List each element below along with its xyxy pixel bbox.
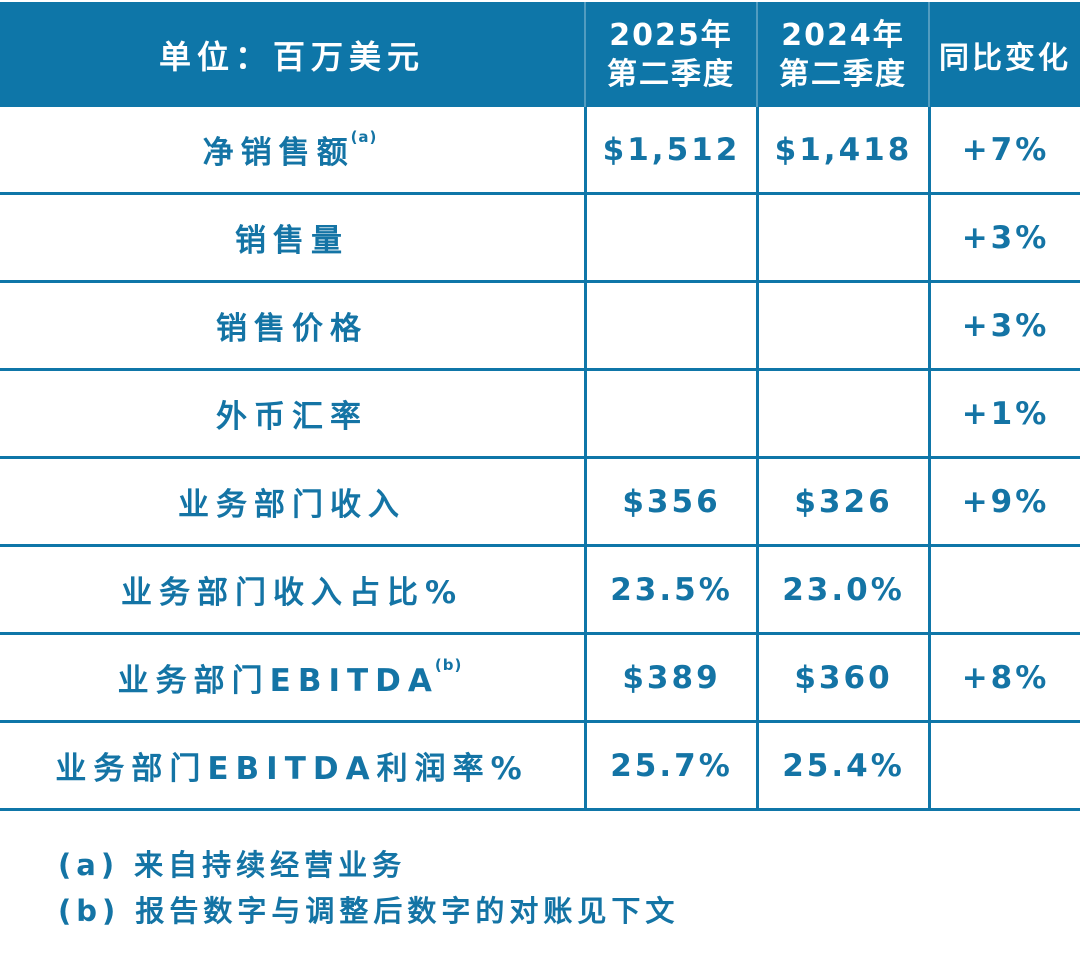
yoy-change-cell: +3%	[928, 283, 1080, 368]
footnotes: (a) 来自持续经营业务 (b) 报告数字与调整后数字的对账见下文	[58, 842, 1080, 934]
value-cell-q2-2025	[584, 195, 756, 280]
header-yoy-label: 同比变化	[928, 2, 1080, 107]
yoy-change-cell	[928, 723, 1080, 808]
row-label: 销售价格	[216, 311, 368, 347]
value-cell-q2-2024	[756, 283, 928, 368]
yoy-change-cell: +3%	[928, 195, 1080, 280]
table-header-row: 单位：百万美元 2025年 第二季度 2024年 第二季度 同比变化	[0, 2, 1080, 107]
yoy-change-cell: +7%	[928, 107, 1080, 192]
value-cell-q2-2024	[756, 371, 928, 456]
table-row: 业务部门收入占比% 23.5% 23.0%	[0, 547, 1080, 635]
row-label-cell: 业务部门收入占比%	[0, 547, 584, 632]
table-body: 净销售额 (a) $1,512 $1,418 +7% 销售量 +3% 销售价格 +3% 外币汇率 +…	[0, 107, 1080, 811]
table-row: 净销售额 (a) $1,512 $1,418 +7%	[0, 107, 1080, 195]
value-cell-q2-2024: $360	[756, 635, 928, 720]
row-label: 业务部门EBITDA	[117, 663, 439, 699]
table-row: 销售价格 +3%	[0, 283, 1080, 371]
value-cell-q2-2025	[584, 371, 756, 456]
row-label-cell: 销售量	[0, 195, 584, 280]
row-label: 业务部门收入占比%	[120, 575, 464, 611]
financial-summary-table: 单位：百万美元 2025年 第二季度 2024年 第二季度 同比变化 净销售额(…	[0, 2, 1080, 934]
header-unit-label: 单位：百万美元	[158, 37, 425, 76]
table-row: 销售量 +3%	[0, 195, 1080, 283]
value-cell-q2-2024: 23.0%	[756, 547, 928, 632]
yoy-change-cell: +1%	[928, 371, 1080, 456]
value-cell-q2-2025	[584, 283, 756, 368]
table-row: 业务部门EBITDA利润率% 25.7% 25.4%	[0, 723, 1080, 811]
header-q2-2024: 2024年 第二季度	[756, 2, 928, 107]
header-q2-2024-quarter: 第二季度	[779, 56, 907, 92]
footnote-marker: (b)	[434, 655, 463, 674]
value-cell-q2-2024	[756, 195, 928, 280]
row-label-cell: 净销售额 (a)	[0, 107, 584, 192]
value-cell-q2-2025: 23.5%	[584, 547, 756, 632]
footnote-marker: (a)	[350, 127, 378, 146]
table-row: 外币汇率 +1%	[0, 371, 1080, 459]
row-label: 业务部门EBITDA利润率%	[55, 751, 529, 787]
value-cell-q2-2025: $356	[584, 459, 756, 544]
row-label-cell: 业务部门EBITDA利润率%	[0, 723, 584, 808]
header-q2-2025-quarter: 第二季度	[607, 56, 735, 92]
yoy-change-cell: +9%	[928, 459, 1080, 544]
footnote-line: (a) 来自持续经营业务	[58, 848, 407, 882]
row-label: 销售量	[235, 223, 349, 259]
header-q2-2025-year: 2025年	[609, 17, 733, 53]
footnote-line: (b) 报告数字与调整后数字的对账见下文	[58, 894, 680, 928]
row-label-cell: 外币汇率	[0, 371, 584, 456]
value-cell-q2-2024: $326	[756, 459, 928, 544]
row-label: 外币汇率	[216, 399, 368, 435]
value-cell-q2-2025: 25.7%	[584, 723, 756, 808]
row-label: 业务部门收入	[178, 487, 406, 523]
header-q2-2025: 2025年 第二季度	[584, 2, 756, 107]
value-cell-q2-2024: 25.4%	[756, 723, 928, 808]
table-row: 业务部门收入 $356 $326 +9%	[0, 459, 1080, 547]
row-label-cell: 销售价格	[0, 283, 584, 368]
row-label: 净销售额	[202, 135, 355, 171]
value-cell-q2-2025: $1,512	[584, 107, 756, 192]
yoy-change-cell: +8%	[928, 635, 1080, 720]
row-label-cell: 业务部门收入	[0, 459, 584, 544]
header-q2-2024-year: 2024年	[781, 17, 905, 53]
yoy-change-cell	[928, 547, 1080, 632]
row-label-cell: 业务部门EBITDA (b)	[0, 635, 584, 720]
value-cell-q2-2025: $389	[584, 635, 756, 720]
table-row: 业务部门EBITDA (b) $389 $360 +8%	[0, 635, 1080, 723]
value-cell-q2-2024: $1,418	[756, 107, 928, 192]
